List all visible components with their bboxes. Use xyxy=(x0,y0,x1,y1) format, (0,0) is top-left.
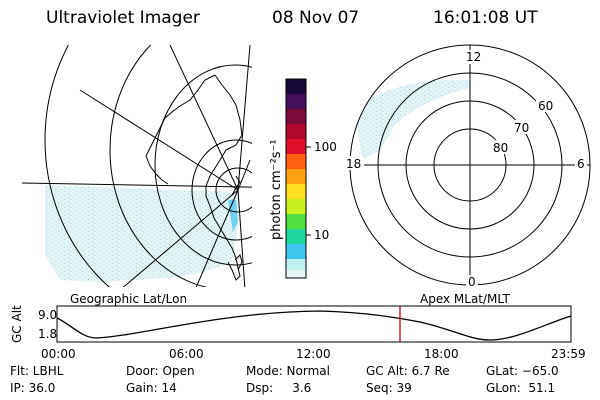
colorbar-unit-label: photon cm⁻²s⁻¹ xyxy=(269,139,284,240)
mlt-label-12: 12 xyxy=(466,50,481,64)
alt-ylabel: GC Alt xyxy=(10,305,24,343)
colorbar-segment xyxy=(286,214,306,229)
gcalt-info: GC Alt: 6.7 Re xyxy=(366,364,450,378)
door-info: Door: Open xyxy=(126,364,195,378)
colorbar-segment xyxy=(286,244,306,259)
colorbar-segment xyxy=(286,184,306,199)
lat-label-70: 70 xyxy=(514,121,529,135)
alt-xtick-0: 00:00 xyxy=(41,347,76,361)
gain-info: Gain: 14 xyxy=(126,381,177,395)
colorbar-segment xyxy=(286,79,306,94)
geo-map-label: Geographic Lat/Lon xyxy=(70,292,187,306)
alt-xtick-4: 23:59 xyxy=(551,347,586,361)
geographic-map xyxy=(22,45,252,287)
lat-label-60: 60 xyxy=(538,99,553,113)
colorbar-segment xyxy=(286,199,306,214)
polar-plot: 12 18 6 0 60 70 80 xyxy=(344,44,591,289)
colorbar-segment xyxy=(286,124,306,139)
mlt-label-0: 0 xyxy=(468,275,476,289)
seq-info: Seq: 39 xyxy=(366,381,412,395)
ip-info: IP: 36.0 xyxy=(10,381,56,395)
colorbar-segment xyxy=(286,259,306,270)
mode-info: Mode: Normal xyxy=(246,364,330,378)
colorbar-segment xyxy=(286,139,306,154)
colorbar-tick-100: 100 xyxy=(314,140,337,154)
colorbar-segment xyxy=(286,109,306,124)
lat-label-80: 80 xyxy=(493,141,508,155)
colorbar-segment xyxy=(286,154,306,169)
app-title: Ultraviolet Imager xyxy=(46,8,200,28)
alt-ytick-1.8: 1.8 xyxy=(38,327,57,341)
colorbar-segment xyxy=(286,270,306,278)
colorbar-segment xyxy=(286,94,306,109)
dsp-info: Dsp: 3.6 xyxy=(246,381,312,395)
colorbar-segment xyxy=(286,169,306,184)
glon-info: GLon: 51.1 xyxy=(486,381,556,395)
alt-xtick-1: 06:00 xyxy=(169,347,204,361)
colorbar-tick-10: 10 xyxy=(314,228,329,242)
flt-info: Flt: LBHL xyxy=(10,364,64,378)
mlt-label-18: 18 xyxy=(346,157,361,171)
alt-ytick-9: 9.0 xyxy=(38,308,57,322)
mlt-label-6: 6 xyxy=(577,157,585,171)
time-label: 16:01:08 UT xyxy=(433,8,538,28)
alt-xtick-3: 18:00 xyxy=(424,347,459,361)
colorbar-segment xyxy=(286,229,306,244)
polar-plot-label: Apex MLat/MLT xyxy=(420,292,510,306)
altitude-plot: 9.0 1.8 GC Alt 00:00 06:00 12:00 18:00 2… xyxy=(10,305,586,361)
color-bar: 100 10 photon cm⁻²s⁻¹ xyxy=(269,78,337,279)
date-label: 08 Nov 07 xyxy=(272,8,360,28)
altitude-curve xyxy=(56,310,572,341)
alt-xtick-2: 12:00 xyxy=(296,347,331,361)
polar-image-data xyxy=(355,79,470,160)
geo-image-data xyxy=(45,185,240,282)
glat-info: GLat: −65.0 xyxy=(486,364,559,378)
coastline xyxy=(145,74,243,281)
